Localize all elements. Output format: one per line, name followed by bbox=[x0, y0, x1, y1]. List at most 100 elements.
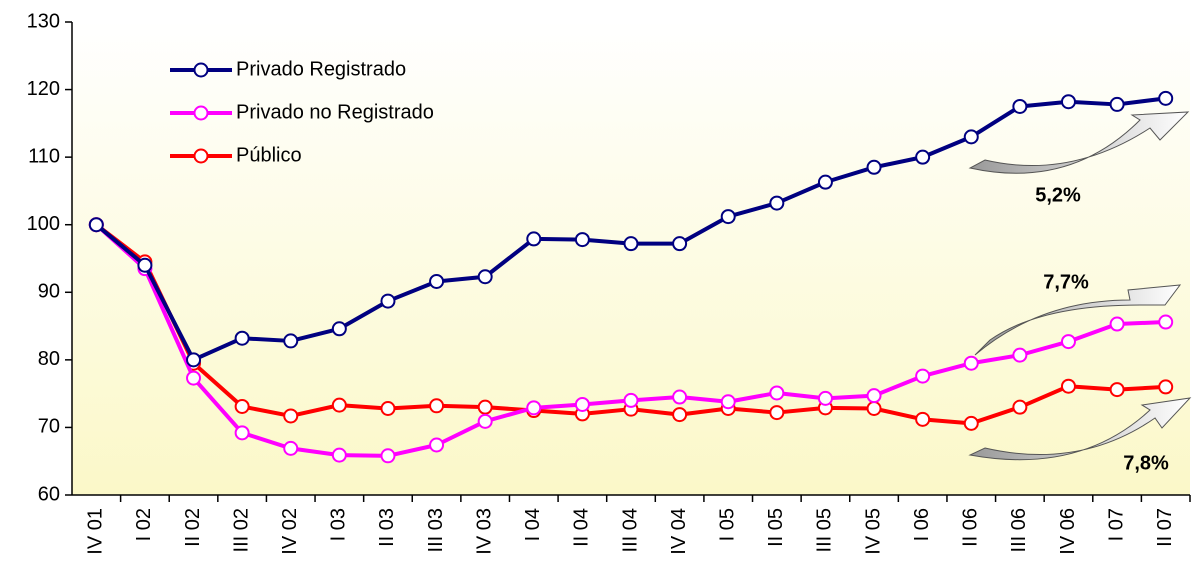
x-tick-label: II 05 bbox=[765, 508, 787, 547]
x-tick-label: III 02 bbox=[230, 508, 252, 552]
x-tick-label: I 05 bbox=[716, 508, 738, 541]
point bbox=[331, 321, 347, 337]
point bbox=[331, 447, 347, 463]
point bbox=[866, 388, 882, 404]
x-tick-label: II 06 bbox=[960, 508, 982, 547]
y-tick-label: 60 bbox=[38, 483, 60, 505]
point bbox=[1060, 378, 1076, 394]
point bbox=[526, 400, 542, 416]
point bbox=[574, 232, 590, 248]
x-tick-label: II 03 bbox=[376, 508, 398, 547]
point bbox=[720, 209, 736, 225]
x-tick-label: IV 04 bbox=[668, 508, 690, 555]
point bbox=[477, 269, 493, 285]
x-tick-label: IV 01 bbox=[85, 508, 107, 555]
y-tick-label: 130 bbox=[27, 10, 60, 32]
x-tick-label: II 02 bbox=[182, 508, 204, 547]
point bbox=[866, 401, 882, 417]
point bbox=[623, 236, 639, 252]
point bbox=[1158, 90, 1174, 106]
x-tick-label: II 04 bbox=[571, 508, 593, 547]
legend-marker bbox=[193, 105, 209, 121]
point bbox=[477, 399, 493, 415]
x-tick-label: IV 06 bbox=[1057, 508, 1079, 555]
annotation: 7,8% bbox=[1123, 452, 1169, 474]
point bbox=[915, 149, 931, 165]
point bbox=[1060, 94, 1076, 110]
point bbox=[1109, 382, 1125, 398]
legend-marker bbox=[193, 148, 209, 164]
point bbox=[380, 293, 396, 309]
point bbox=[186, 370, 202, 386]
point bbox=[1109, 316, 1125, 332]
point bbox=[1012, 399, 1028, 415]
point bbox=[672, 389, 688, 405]
point bbox=[234, 330, 250, 346]
annotation: 5,2% bbox=[1035, 184, 1081, 206]
point bbox=[380, 401, 396, 417]
point bbox=[963, 355, 979, 371]
point bbox=[915, 411, 931, 427]
point bbox=[477, 413, 493, 429]
point bbox=[1012, 98, 1028, 114]
point bbox=[234, 425, 250, 441]
point bbox=[672, 407, 688, 423]
point bbox=[234, 398, 250, 414]
legend-marker bbox=[193, 62, 209, 78]
point bbox=[720, 394, 736, 410]
point bbox=[429, 398, 445, 414]
arrow bbox=[968, 397, 1192, 461]
point bbox=[1158, 379, 1174, 395]
y-tick-label: 110 bbox=[28, 145, 60, 167]
point bbox=[283, 440, 299, 456]
x-tick-label: II 07 bbox=[1154, 508, 1176, 547]
x-tick-label: IV 05 bbox=[862, 508, 884, 555]
plot-area bbox=[72, 22, 1190, 495]
y-tick-label: 90 bbox=[38, 281, 60, 303]
legend-label: Privado no Registrado bbox=[236, 101, 434, 123]
point bbox=[672, 236, 688, 252]
point bbox=[963, 129, 979, 145]
point bbox=[283, 408, 299, 424]
x-tick-label: III 04 bbox=[619, 508, 641, 552]
x-tick-label: IV 03 bbox=[473, 508, 495, 555]
x-tick-label: I 03 bbox=[328, 508, 350, 541]
legend-label: Privado Registrado bbox=[236, 58, 406, 80]
point bbox=[769, 405, 785, 421]
x-tick-label: I 07 bbox=[1105, 508, 1127, 541]
point bbox=[1158, 314, 1174, 330]
point bbox=[1109, 96, 1125, 112]
legend-label: Público bbox=[236, 144, 302, 166]
point bbox=[429, 273, 445, 289]
point bbox=[769, 385, 785, 401]
point bbox=[817, 174, 833, 190]
point bbox=[526, 231, 542, 247]
x-tick-label: III 05 bbox=[814, 508, 836, 552]
x-tick-label: I 02 bbox=[133, 508, 155, 541]
point bbox=[331, 397, 347, 413]
point bbox=[1012, 347, 1028, 363]
point bbox=[817, 390, 833, 406]
point bbox=[380, 448, 396, 464]
point bbox=[88, 217, 104, 233]
point bbox=[186, 352, 202, 368]
arrow bbox=[968, 111, 1190, 174]
arrow bbox=[974, 284, 1182, 356]
y-tick-label: 120 bbox=[27, 78, 60, 100]
point bbox=[866, 159, 882, 175]
x-tick-label: I 04 bbox=[522, 508, 544, 541]
y-tick-label: 70 bbox=[38, 416, 60, 438]
point bbox=[915, 368, 931, 384]
point bbox=[283, 333, 299, 349]
x-tick-label: III 03 bbox=[425, 508, 447, 552]
x-tick-label: I 06 bbox=[911, 508, 933, 541]
point bbox=[769, 195, 785, 211]
point bbox=[1060, 334, 1076, 350]
point bbox=[963, 415, 979, 431]
point bbox=[429, 437, 445, 453]
y-tick-label: 80 bbox=[38, 348, 60, 370]
point bbox=[623, 392, 639, 408]
point bbox=[137, 257, 153, 273]
point bbox=[574, 396, 590, 412]
